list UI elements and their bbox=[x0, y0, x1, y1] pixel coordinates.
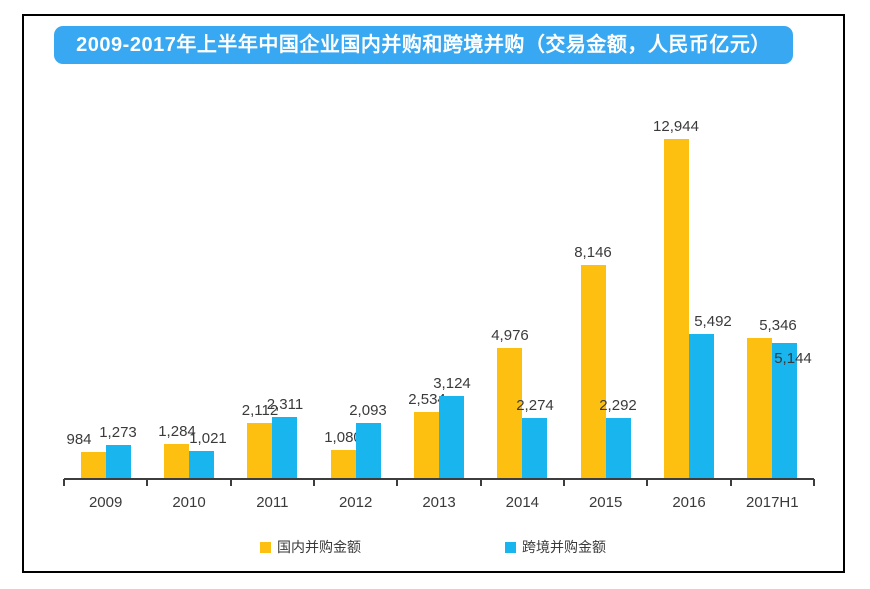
bar-domestic-2014 bbox=[497, 348, 522, 478]
x-axis-tick bbox=[146, 479, 148, 486]
bar-cross-border-2011 bbox=[272, 417, 297, 478]
bar-domestic-2012 bbox=[331, 450, 356, 478]
x-axis-label-2015: 2015 bbox=[588, 494, 623, 511]
value-label-cross-border-2011: 2,311 bbox=[266, 396, 304, 413]
value-label-cross-border-2014: 2,274 bbox=[516, 397, 554, 414]
value-label-cross-border-2009: 1,273 bbox=[99, 424, 137, 441]
bar-domestic-2016 bbox=[664, 139, 689, 478]
value-label-cross-border-2010: 1,021 bbox=[189, 430, 227, 447]
x-axis-tick bbox=[396, 479, 398, 486]
bar-cross-border-2017H1 bbox=[772, 343, 797, 478]
value-label-domestic-2016: 12,944 bbox=[653, 118, 699, 135]
bar-cross-border-2009 bbox=[106, 445, 131, 478]
x-axis-label-2011: 2011 bbox=[256, 494, 289, 511]
value-label-cross-border-2016: 5,492 bbox=[694, 313, 732, 330]
x-axis-label-2013: 2013 bbox=[422, 494, 456, 511]
bar-domestic-2017H1 bbox=[747, 338, 772, 478]
value-label-domestic-2013: 2,534 bbox=[408, 391, 446, 408]
bar-domestic-2011 bbox=[247, 423, 272, 478]
value-label-cross-border-2015: 2,292 bbox=[599, 397, 637, 414]
bar-chart-plot-area: 2009 984 1,273 2010 1,284 1,021 2011 2,112 2,311… bbox=[63, 100, 815, 511]
x-axis-label-2016: 2016 bbox=[672, 494, 706, 511]
x-axis-label-2012: 2012 bbox=[338, 494, 373, 511]
x-axis-tick bbox=[646, 479, 648, 486]
x-axis-label-2014: 2014 bbox=[505, 494, 540, 511]
legend-label-domestic: 国内并购金额 bbox=[277, 539, 361, 555]
chart-title: 2009-2017年上半年中国企业国内并购和跨境并购（交易金额，人民币亿元） bbox=[54, 26, 793, 64]
legend-swatch-domestic-icon bbox=[260, 541, 271, 553]
x-axis-tick bbox=[563, 479, 565, 486]
value-label-domestic-2017H1: 5,346 bbox=[759, 317, 797, 334]
x-axis-tick bbox=[313, 479, 315, 486]
chart-panel: 2009-2017年上半年中国企业国内并购和跨境并购（交易金额，人民币亿元） 2… bbox=[22, 14, 845, 573]
x-axis-label-2010: 2010 bbox=[172, 494, 206, 511]
value-label-cross-border-2013: 3,124 bbox=[433, 375, 471, 392]
value-label-domestic-2012: 1,080 bbox=[324, 429, 362, 446]
value-label-domestic-2015: 8,146 bbox=[574, 244, 612, 261]
value-label-domestic-2014: 4,976 bbox=[491, 327, 529, 344]
bar-cross-border-2014 bbox=[522, 418, 547, 478]
bar-domestic-2015 bbox=[581, 265, 606, 478]
value-label-domestic-2009: 984 bbox=[66, 431, 92, 448]
bar-cross-border-2012 bbox=[356, 423, 381, 478]
legend-swatch-cross-border-icon bbox=[505, 541, 516, 553]
bar-cross-border-2015 bbox=[606, 418, 631, 478]
value-label-cross-border-2017H1: 5,144 bbox=[774, 350, 812, 367]
x-axis-tick bbox=[230, 479, 232, 486]
bar-cross-border-2013 bbox=[439, 396, 464, 478]
bar-cross-border-2016 bbox=[689, 334, 714, 478]
value-label-domestic-2010: 1,284 bbox=[158, 423, 196, 440]
value-label-domestic-2011: 2,112 bbox=[241, 402, 279, 419]
bar-domestic-2009 bbox=[81, 452, 106, 478]
legend-item-cross-border: 跨境并购金额 bbox=[505, 536, 606, 558]
x-axis-tick bbox=[63, 479, 65, 486]
x-axis-label-2017H1: 2017H1 bbox=[746, 494, 799, 511]
x-axis-tick bbox=[480, 479, 482, 486]
x-axis-tick bbox=[813, 479, 815, 486]
bar-domestic-2013 bbox=[414, 412, 439, 478]
value-label-cross-border-2012: 2,093 bbox=[349, 402, 387, 419]
bar-cross-border-2010 bbox=[189, 451, 214, 478]
x-axis-tick bbox=[730, 479, 732, 486]
legend-item-domestic: 国内并购金额 bbox=[260, 536, 361, 558]
x-axis-label-2009: 2009 bbox=[88, 494, 123, 511]
chart-legend: 国内并购金额 跨境并购金额 bbox=[24, 536, 843, 558]
legend-label-cross-border: 跨境并购金额 bbox=[522, 539, 606, 555]
bar-domestic-2010 bbox=[164, 444, 189, 478]
x-axis-line bbox=[64, 478, 814, 480]
